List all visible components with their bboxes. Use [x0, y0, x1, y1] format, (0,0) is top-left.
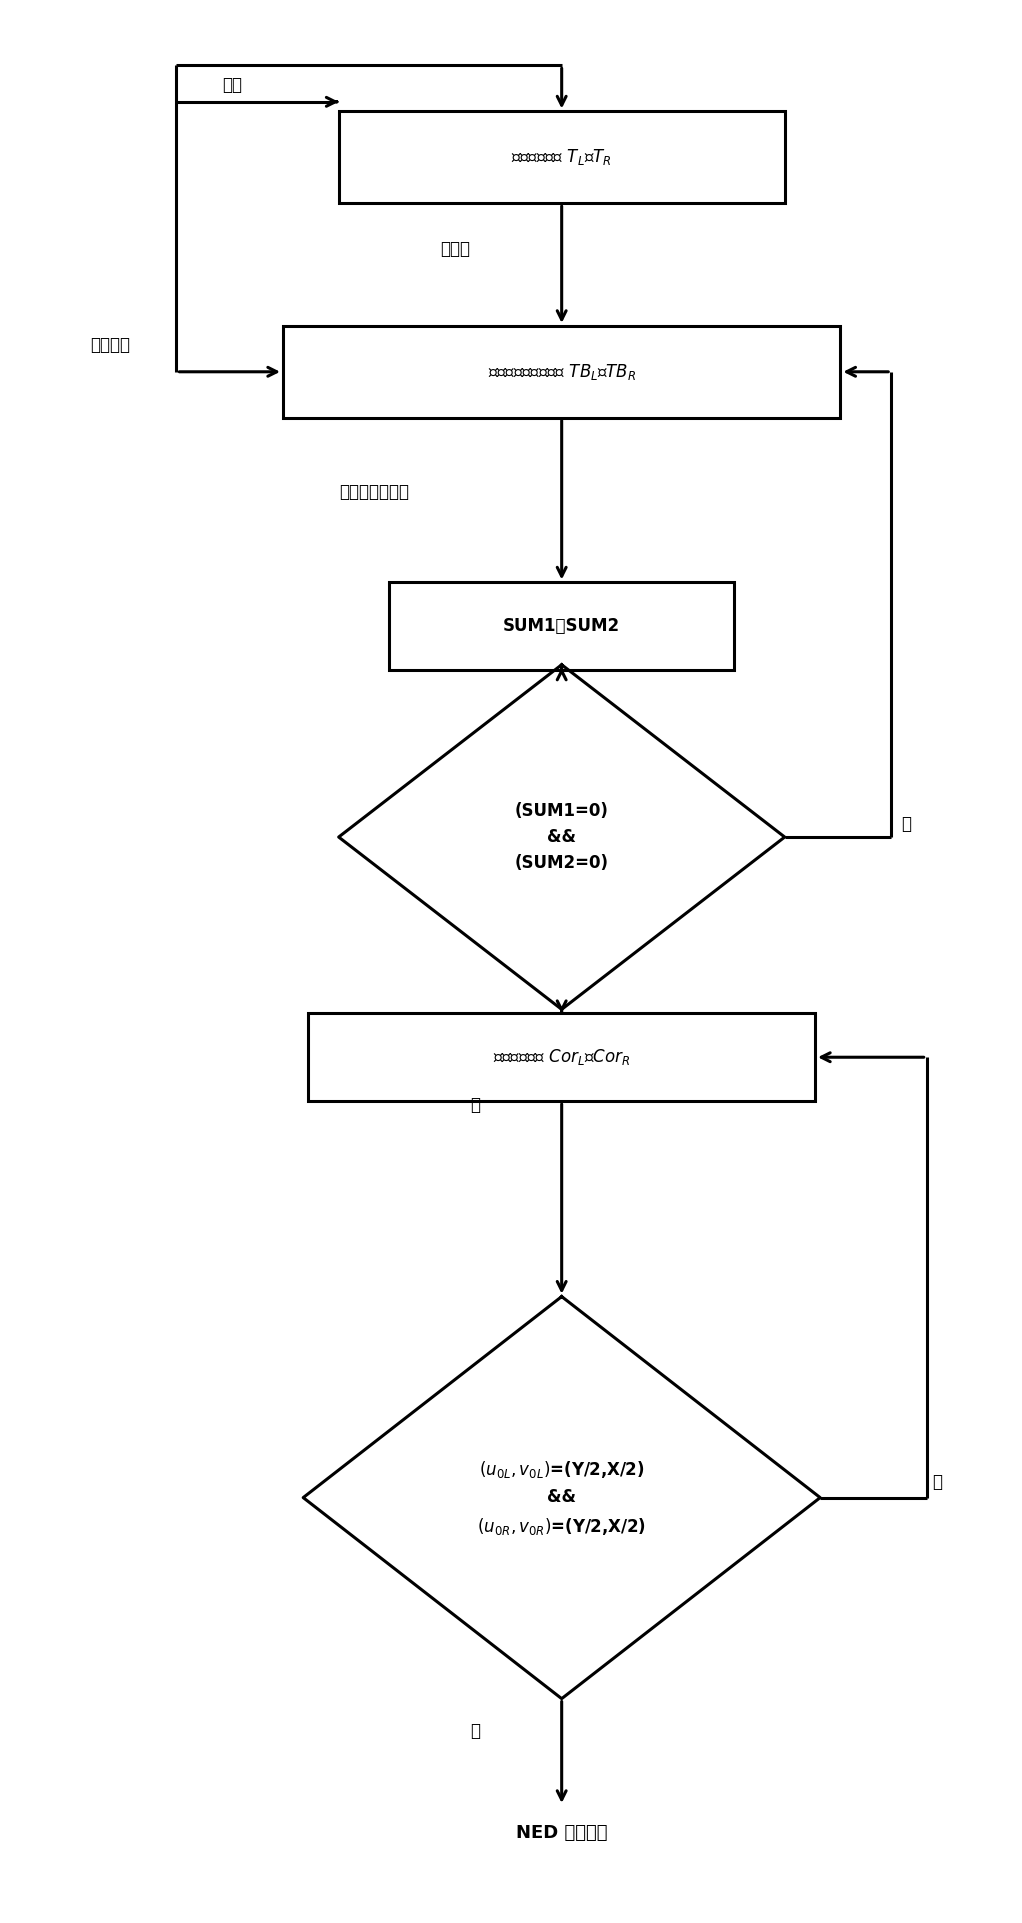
- Text: 边缘像素值求和: 边缘像素值求和: [338, 483, 409, 502]
- Text: 否: 否: [932, 1473, 941, 1492]
- Text: 测试图像矩阵 $T_L$，$T_R$: 测试图像矩阵 $T_L$，$T_R$: [511, 148, 612, 167]
- Text: SUM1，SUM2: SUM1，SUM2: [503, 617, 620, 635]
- Bar: [309, 1013, 816, 1102]
- Text: $(u_{0L},v_{0L})$=(Y/2,X/2)
&&
$(u_{0R},v_{0R})$=(Y/2,X/2): $(u_{0L},v_{0L})$=(Y/2,X/2) && $(u_{0R},…: [477, 1460, 646, 1536]
- Bar: [389, 583, 734, 671]
- Text: 角点提取: 角点提取: [90, 337, 131, 354]
- Text: 二值化: 二值化: [440, 240, 470, 258]
- Text: NED 位置正确: NED 位置正确: [516, 1823, 607, 1842]
- Text: 像素坐标数组 $Cor_L$，$Cor_R$: 像素坐标数组 $Cor_L$，$Cor_R$: [493, 1048, 631, 1067]
- Bar: [283, 325, 840, 417]
- Text: (SUM1=0)
&&
(SUM2=0): (SUM1=0) && (SUM2=0): [515, 802, 609, 873]
- Text: 是: 是: [470, 1723, 480, 1740]
- Text: 采样: 采样: [222, 75, 242, 94]
- Bar: [338, 112, 785, 204]
- Text: 二值化测试图像矩阵 $TB_L$，$TB_R$: 二值化测试图像矩阵 $TB_L$，$TB_R$: [487, 362, 636, 383]
- Text: 否: 否: [901, 815, 912, 833]
- Text: 是: 是: [470, 1096, 480, 1113]
